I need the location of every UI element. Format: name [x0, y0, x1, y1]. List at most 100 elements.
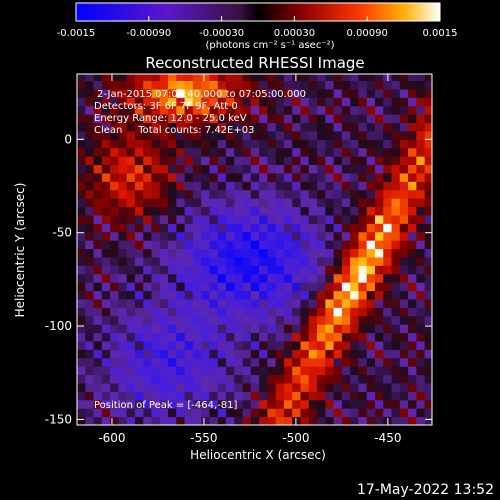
heatmap-cell [168, 307, 177, 317]
heatmap-cell [267, 282, 277, 292]
heatmap-cell [77, 374, 86, 384]
heatmap-cell [350, 181, 359, 191]
heatmap-cell [168, 374, 177, 384]
heatmap-cell [424, 139, 432, 149]
heatmap-cell [201, 290, 210, 300]
heatmap-cell [101, 416, 111, 425]
heatmap-cell [159, 105, 169, 115]
heatmap-cell [209, 214, 219, 224]
heatmap-cell [300, 231, 310, 241]
heatmap-cell [77, 349, 86, 359]
heatmap-cell [300, 189, 310, 199]
heatmap-cell [234, 357, 244, 367]
heatmap-cell [93, 164, 103, 174]
heatmap-cell [93, 88, 103, 98]
heatmap-cell [168, 248, 177, 258]
heatmap-cell [399, 315, 409, 325]
heatmap-cell [201, 206, 210, 216]
heatmap-cell [424, 399, 432, 409]
heatmap-cell [234, 366, 244, 376]
heatmap-cell [317, 357, 326, 367]
heatmap-cell [234, 374, 244, 384]
heatmap-cell [143, 156, 152, 166]
heatmap-cell [391, 139, 401, 149]
heatmap-cell [101, 391, 111, 401]
heatmap-cell [267, 189, 277, 199]
heatmap-cell [93, 240, 103, 250]
heatmap-cell [126, 315, 136, 325]
heatmap-cell [242, 332, 252, 342]
heatmap-cell [350, 391, 359, 401]
heatmap-cell [341, 198, 351, 208]
heatmap-cell [234, 97, 244, 107]
heatmap-cell [93, 298, 103, 308]
heatmap-cell [217, 273, 227, 283]
heatmap-cell [350, 105, 359, 115]
heatmap-cell [168, 273, 177, 283]
heatmap-cell [391, 315, 401, 325]
heatmap-cell [118, 74, 128, 82]
heatmap-cell [341, 105, 351, 115]
heatmap-cell [77, 122, 86, 132]
heatmap-cell [317, 265, 326, 275]
heatmap-cell [110, 366, 119, 376]
heatmap-cell [275, 198, 285, 208]
heatmap-cell [374, 74, 384, 82]
heatmap-cell [143, 122, 152, 132]
heatmap-cell [159, 80, 169, 90]
heatmap-cell [159, 198, 169, 208]
heatmap-cell [151, 88, 161, 98]
heatmap-cell [391, 240, 401, 250]
heatmap-cell [134, 164, 144, 174]
heatmap-cell [118, 340, 128, 350]
heatmap-cell [366, 298, 376, 308]
heatmap-cell [168, 114, 177, 124]
heatmap-cell [143, 139, 152, 149]
heatmap-cell [383, 307, 393, 317]
heatmap-cell [234, 382, 244, 392]
heatmap-cell [176, 248, 186, 258]
heatmap-cell [184, 256, 194, 266]
heatmap-cell [283, 315, 293, 325]
heatmap-cell [242, 231, 252, 241]
heatmap-cell [292, 416, 301, 425]
heatmap-cell [85, 357, 95, 367]
heatmap-cell [110, 122, 119, 132]
heatmap-cell [201, 416, 210, 425]
heatmap-cell [350, 374, 359, 384]
heatmap-cell [151, 198, 161, 208]
heatmap-cell [317, 282, 326, 292]
heatmap-cell [168, 172, 177, 182]
heatmap-cell [192, 391, 202, 401]
heatmap-cell [383, 105, 393, 115]
heatmap-cell [341, 265, 351, 275]
heatmap-cell [110, 172, 119, 182]
heatmap-cell [399, 231, 409, 241]
heatmap-cell [424, 290, 432, 300]
heatmap-cell [383, 290, 393, 300]
heatmap-cell [391, 130, 401, 140]
heatmap-cell [209, 298, 219, 308]
heatmap-cell [374, 88, 384, 98]
heatmap-cell [300, 290, 310, 300]
heatmap-cell [250, 114, 260, 124]
heatmap-cell [399, 156, 409, 166]
heatmap-cell [416, 366, 426, 376]
heatmap-cell [399, 198, 409, 208]
heatmap-cell [399, 349, 409, 359]
heatmap-cell [275, 315, 285, 325]
heatmap-cell [101, 256, 111, 266]
heatmap-cell [151, 349, 161, 359]
heatmap-cell [184, 74, 194, 82]
heatmap-cell [399, 273, 409, 283]
heatmap-cell [234, 114, 244, 124]
heatmap-cell [101, 282, 111, 292]
heatmap-cell [283, 290, 293, 300]
heatmap-cell [374, 240, 384, 250]
heatmap-cell [159, 231, 169, 241]
heatmap-cell [143, 114, 152, 124]
heatmap-cell [341, 324, 351, 334]
heatmap-cell [110, 139, 119, 149]
heatmap-cell [308, 366, 318, 376]
heatmap-cell [391, 332, 401, 342]
